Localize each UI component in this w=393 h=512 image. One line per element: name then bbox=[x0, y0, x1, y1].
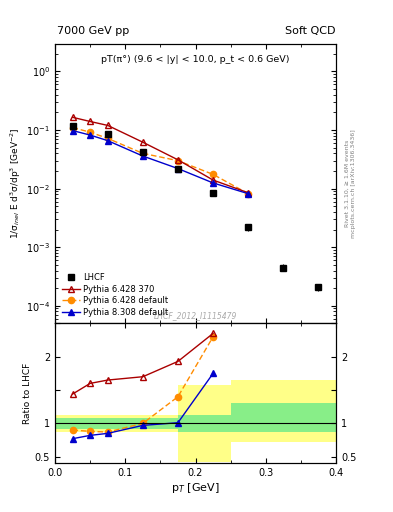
Text: 7000 GeV pp: 7000 GeV pp bbox=[57, 26, 129, 36]
Y-axis label: Ratio to LHCF: Ratio to LHCF bbox=[23, 363, 32, 424]
Text: pT(π°) (9.6 < |y| < 10.0, p_t < 0.6 GeV): pT(π°) (9.6 < |y| < 10.0, p_t < 0.6 GeV) bbox=[101, 55, 290, 63]
Text: Soft QCD: Soft QCD bbox=[285, 26, 335, 36]
Text: LHCF_2012_I1115479: LHCF_2012_I1115479 bbox=[154, 312, 237, 321]
Y-axis label: 1/σ$_{inel}$ E d$^3$σ/dp$^3$ [GeV$^{-2}$]: 1/σ$_{inel}$ E d$^3$σ/dp$^3$ [GeV$^{-2}$… bbox=[9, 127, 23, 239]
Y-axis label: Rivet 3.1.10, ≥ 1.6M events
mcplots.cern.ch [arXiv:1306.3436]: Rivet 3.1.10, ≥ 1.6M events mcplots.cern… bbox=[345, 129, 356, 238]
Legend: LHCF, Pythia 6.428 370, Pythia 6.428 default, Pythia 8.308 default: LHCF, Pythia 6.428 370, Pythia 6.428 def… bbox=[59, 271, 171, 319]
X-axis label: p$_T$ [GeV]: p$_T$ [GeV] bbox=[171, 481, 220, 495]
